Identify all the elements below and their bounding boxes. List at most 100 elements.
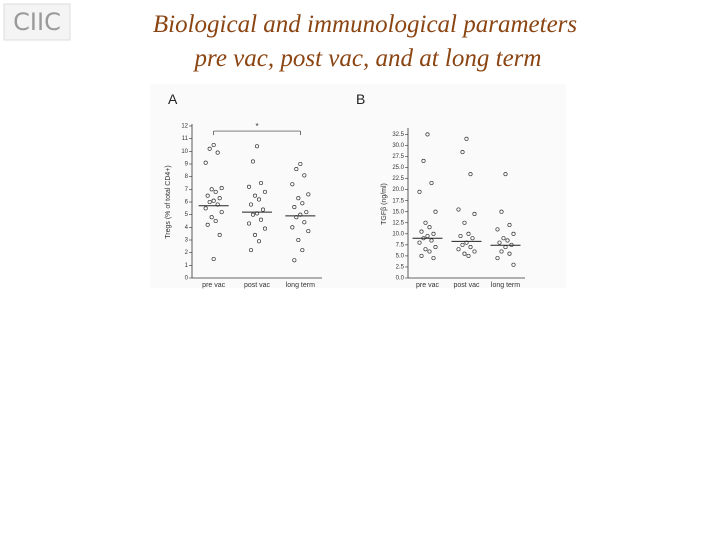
point: [256, 239, 262, 244]
point: [203, 206, 208, 211]
significance-label: *: [255, 122, 258, 131]
point: [460, 150, 465, 155]
y-tick-label: 20.0: [392, 187, 404, 193]
point: [497, 240, 502, 245]
y-tick-label: 2: [185, 250, 189, 256]
y-tick-label: 4: [185, 225, 189, 231]
point: [425, 132, 430, 137]
x-tick-label: pre vac: [202, 282, 225, 289]
y-tick-label: 30.0: [392, 143, 404, 149]
y-tick-label: 27.5: [392, 154, 404, 160]
point: [217, 196, 222, 201]
point: [468, 245, 473, 250]
point: [215, 150, 220, 155]
logo: CIIC: [13, 8, 61, 36]
y-tick-label: 12.5: [392, 220, 404, 226]
point: [423, 247, 428, 252]
point: [429, 180, 434, 186]
point: [258, 217, 264, 222]
y-tick-label: 7.5: [396, 242, 405, 248]
point: [419, 253, 424, 258]
y-tick-label: 6: [185, 200, 189, 206]
y-tick-label: 5.0: [396, 253, 405, 259]
point: [213, 189, 218, 194]
point: [252, 193, 258, 198]
logo-box: [3, 3, 71, 41]
point: [466, 253, 471, 258]
point: [456, 207, 461, 212]
point: [205, 222, 210, 227]
x-tick-label: post vac: [244, 282, 271, 289]
point: [292, 258, 297, 263]
point: [248, 202, 254, 207]
point: [460, 242, 465, 247]
point: [511, 262, 516, 267]
point: [258, 180, 264, 186]
point: [219, 210, 224, 215]
point: [427, 225, 432, 230]
point: [470, 236, 475, 241]
point: [203, 160, 208, 165]
point: [423, 220, 428, 225]
y-tick-label: 2.5: [396, 265, 405, 271]
point: [219, 186, 224, 191]
y-axis-label: TGFβ (ng/ml): [381, 183, 388, 225]
y-tick-label: 11: [182, 136, 189, 142]
point: [294, 167, 299, 172]
point: [427, 249, 432, 254]
point: [256, 197, 262, 202]
point: [246, 221, 252, 226]
y-axis-label: Tregs (% of total CD4+): [165, 165, 172, 238]
point: [462, 251, 467, 256]
point: [433, 209, 438, 214]
point: [217, 232, 222, 237]
point: [495, 256, 500, 261]
point: [296, 237, 301, 243]
point: [499, 209, 504, 214]
point: [462, 220, 467, 225]
panel-label: A: [168, 91, 178, 107]
point: [207, 199, 212, 205]
y-tick-label: 10.0: [392, 231, 404, 237]
figure-background: [150, 84, 566, 288]
y-tick-label: 32.5: [392, 132, 404, 138]
slide-title: pre vac, post vac, and at long term: [193, 45, 542, 72]
y-tick-label: 3: [185, 238, 189, 244]
point: [290, 225, 295, 230]
y-tick-label: 7: [185, 187, 189, 193]
y-tick-label: 22.5: [392, 176, 404, 182]
point: [472, 249, 477, 254]
point: [511, 231, 516, 236]
point: [421, 158, 426, 163]
point: [260, 207, 266, 212]
point: [507, 222, 512, 228]
point: [246, 184, 252, 189]
point: [211, 198, 216, 203]
point: [425, 233, 430, 239]
point: [431, 231, 436, 236]
point: [211, 142, 216, 148]
x-tick-label: pre vac: [416, 282, 439, 289]
point: [499, 249, 504, 254]
y-tick-label: 25.0: [392, 165, 404, 171]
y-tick-label: 15.0: [392, 209, 404, 215]
point: [458, 233, 463, 239]
point: [209, 187, 214, 192]
x-tick-label: post vac: [453, 282, 480, 289]
y-tick-label: 0.0: [396, 276, 405, 282]
point: [300, 201, 305, 206]
point: [456, 247, 461, 252]
point: [250, 212, 256, 217]
point: [431, 256, 436, 261]
point: [213, 218, 218, 224]
point: [296, 196, 301, 201]
point: [248, 248, 254, 253]
point: [205, 193, 210, 198]
point: [298, 161, 303, 167]
point: [262, 189, 268, 194]
point: [306, 192, 311, 197]
point: [300, 248, 305, 253]
point: [466, 231, 471, 236]
